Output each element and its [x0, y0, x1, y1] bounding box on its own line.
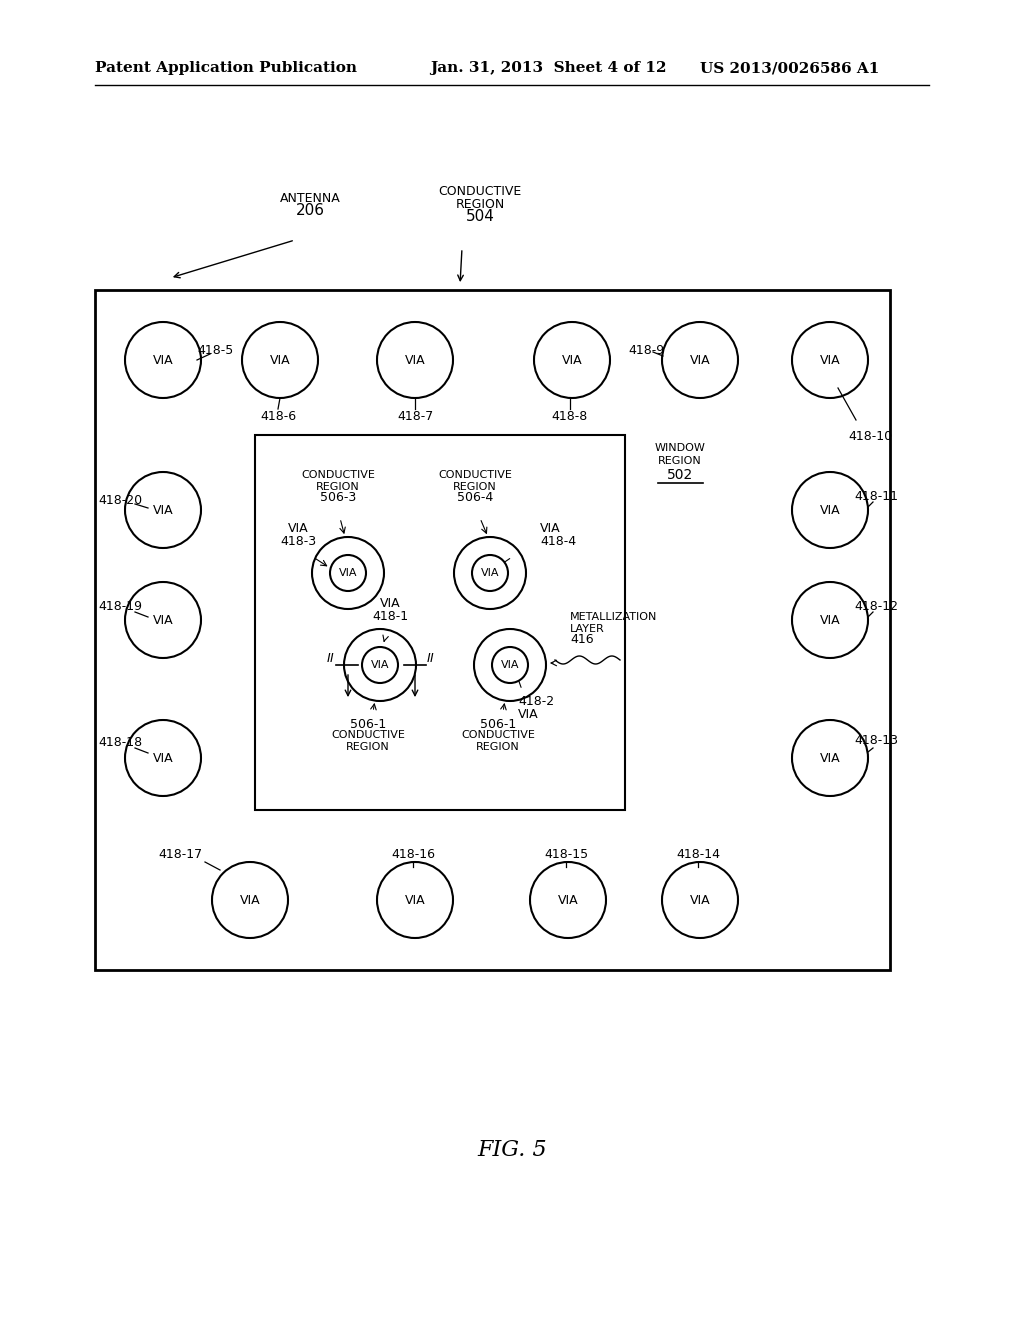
Text: FIG. 5: FIG. 5 — [477, 1139, 547, 1162]
Text: 418-13: 418-13 — [854, 734, 898, 747]
Text: 418-3: 418-3 — [280, 535, 316, 548]
Text: 418-20: 418-20 — [98, 494, 142, 507]
Circle shape — [492, 647, 528, 682]
Text: 418-19: 418-19 — [98, 601, 142, 614]
Text: 418-12: 418-12 — [854, 601, 898, 614]
Text: 418-8: 418-8 — [552, 409, 588, 422]
Text: VIA: VIA — [540, 521, 560, 535]
Text: VIA: VIA — [404, 354, 425, 367]
Circle shape — [377, 862, 453, 939]
Text: VIA: VIA — [819, 354, 841, 367]
Text: 418-14: 418-14 — [676, 849, 720, 862]
Text: VIA: VIA — [501, 660, 519, 671]
Text: 418-17: 418-17 — [158, 849, 202, 862]
Text: 502: 502 — [667, 469, 693, 482]
Text: 418-4: 418-4 — [540, 535, 577, 548]
Circle shape — [792, 582, 868, 657]
Circle shape — [534, 322, 610, 399]
Circle shape — [662, 322, 738, 399]
Text: Jan. 31, 2013  Sheet 4 of 12: Jan. 31, 2013 Sheet 4 of 12 — [430, 61, 667, 75]
Text: LAYER: LAYER — [570, 624, 605, 634]
Circle shape — [792, 719, 868, 796]
Text: VIA: VIA — [380, 597, 400, 610]
Text: WINDOW: WINDOW — [654, 444, 706, 453]
Text: 504: 504 — [466, 209, 495, 224]
Text: ANTENNA: ANTENNA — [280, 191, 340, 205]
Text: US 2013/0026586 A1: US 2013/0026586 A1 — [700, 61, 880, 75]
Circle shape — [472, 554, 508, 591]
Bar — [95, 290, 890, 970]
Text: 506-1: 506-1 — [350, 718, 386, 731]
Text: VIA: VIA — [518, 708, 539, 721]
Text: REGION: REGION — [658, 455, 701, 466]
Text: CONDUCTIVE: CONDUCTIVE — [301, 470, 375, 480]
Text: VIA: VIA — [480, 568, 500, 578]
Text: VIA: VIA — [819, 614, 841, 627]
Text: 418-5: 418-5 — [197, 343, 233, 356]
Text: 418-7: 418-7 — [397, 409, 433, 422]
Circle shape — [330, 554, 366, 591]
Circle shape — [792, 473, 868, 548]
Text: REGION: REGION — [454, 482, 497, 492]
Circle shape — [662, 862, 738, 939]
Text: VIA: VIA — [690, 354, 711, 367]
Text: 506-4: 506-4 — [457, 491, 494, 504]
Text: REGION: REGION — [476, 742, 520, 752]
Text: METALLIZATION: METALLIZATION — [570, 612, 657, 622]
Text: $\it{II}$: $\it{II}$ — [326, 652, 335, 664]
Text: VIA: VIA — [240, 894, 260, 907]
Text: VIA: VIA — [269, 354, 291, 367]
Text: VIA: VIA — [371, 660, 389, 671]
Text: $\it{II}$: $\it{II}$ — [426, 652, 435, 664]
Text: VIA: VIA — [819, 751, 841, 764]
Text: VIA: VIA — [153, 354, 173, 367]
Text: REGION: REGION — [346, 742, 390, 752]
Bar — [255, 436, 625, 810]
Text: CONDUCTIVE: CONDUCTIVE — [438, 470, 512, 480]
Text: 418-6: 418-6 — [260, 409, 296, 422]
Text: CONDUCTIVE: CONDUCTIVE — [331, 730, 404, 741]
Circle shape — [212, 862, 288, 939]
Circle shape — [792, 322, 868, 399]
Text: VIA: VIA — [153, 614, 173, 627]
Text: Patent Application Publication: Patent Application Publication — [95, 61, 357, 75]
Text: REGION: REGION — [316, 482, 359, 492]
Text: VIA: VIA — [153, 503, 173, 516]
Circle shape — [242, 322, 318, 399]
Text: CONDUCTIVE: CONDUCTIVE — [438, 185, 521, 198]
Circle shape — [530, 862, 606, 939]
Text: 206: 206 — [296, 203, 325, 218]
Text: CONDUCTIVE: CONDUCTIVE — [461, 730, 535, 741]
Text: VIA: VIA — [153, 751, 173, 764]
Circle shape — [362, 647, 398, 682]
Text: 418-11: 418-11 — [854, 491, 898, 503]
Text: 418-18: 418-18 — [98, 735, 142, 748]
Text: 506-3: 506-3 — [319, 491, 356, 504]
Text: 418-16: 418-16 — [391, 849, 435, 862]
Text: 418-1: 418-1 — [372, 610, 408, 623]
Text: VIA: VIA — [819, 503, 841, 516]
Text: 506-1: 506-1 — [480, 718, 516, 731]
Text: 418-15: 418-15 — [544, 849, 588, 862]
Text: VIA: VIA — [339, 568, 357, 578]
Text: 418-9: 418-9 — [628, 343, 664, 356]
Text: VIA: VIA — [690, 894, 711, 907]
Circle shape — [125, 719, 201, 796]
Text: 416: 416 — [570, 634, 594, 645]
Text: VIA: VIA — [288, 521, 308, 535]
Text: VIA: VIA — [404, 894, 425, 907]
Circle shape — [377, 322, 453, 399]
Text: 418-10: 418-10 — [848, 430, 892, 444]
Circle shape — [125, 582, 201, 657]
Text: VIA: VIA — [558, 894, 579, 907]
Circle shape — [125, 473, 201, 548]
Circle shape — [125, 322, 201, 399]
Text: VIA: VIA — [562, 354, 583, 367]
Text: REGION: REGION — [456, 198, 505, 211]
Text: 418-2: 418-2 — [518, 696, 554, 708]
